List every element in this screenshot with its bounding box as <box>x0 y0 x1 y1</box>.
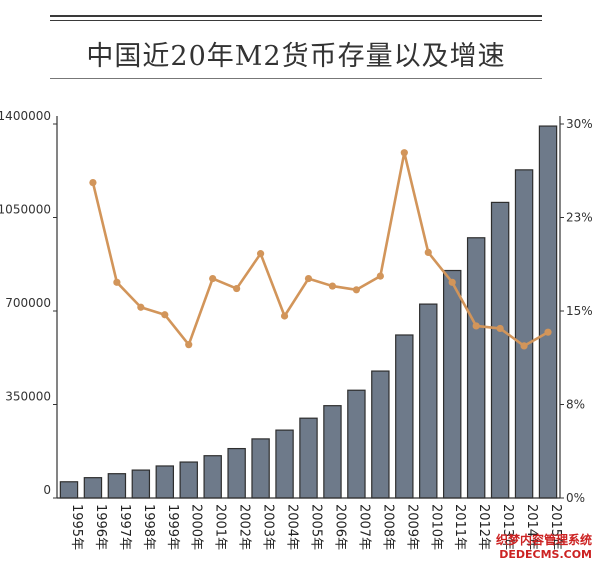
bar-1996年 <box>83 477 103 499</box>
bar-2002年 <box>227 447 246 499</box>
bar-2004年 <box>275 429 294 499</box>
growth-point-2005年 <box>304 274 313 283</box>
left-tick-label: 1400000 <box>0 109 51 123</box>
x-tick-label: 2004年 <box>285 504 300 550</box>
watermark-line1: 织梦内容管理系统 <box>495 533 592 547</box>
bar-2011年 <box>442 269 462 499</box>
bar-2007年 <box>347 389 366 499</box>
bar-2015年 <box>538 125 558 499</box>
x-tick-label: 2005年 <box>309 504 324 550</box>
growth-point-1998年 <box>137 303 145 311</box>
bar-1998年 <box>131 469 151 499</box>
bar-layer <box>59 125 558 499</box>
right-tick-label: 15% <box>566 304 593 318</box>
growth-point-2015年 <box>544 328 552 336</box>
x-tick-label: 1997年 <box>117 504 132 550</box>
growth-point-2010年 <box>424 248 432 257</box>
growth-point-2012年 <box>472 322 480 330</box>
left-tick-label: 700000 <box>5 296 51 310</box>
growth-point-2014年 <box>520 342 528 350</box>
growth-point-2000年 <box>185 341 193 349</box>
x-tick-label: 2012年 <box>476 504 491 550</box>
x-tick-label: 2011年 <box>452 504 467 550</box>
growth-point-2006年 <box>328 282 337 290</box>
right-tick-label: 0% <box>566 491 585 505</box>
growth-point-2001年 <box>209 274 217 283</box>
x-tick-label: 2001年 <box>213 504 228 550</box>
growth-point-2007年 <box>352 286 361 294</box>
x-tick-label: 1999年 <box>165 504 180 550</box>
growth-point-1997年 <box>113 278 121 286</box>
growth-point-2008年 <box>376 272 384 280</box>
watermark: 织梦内容管理系统 DEDECMS.COM <box>496 531 592 561</box>
title-top-rule <box>50 15 542 17</box>
x-tick-label: 2000年 <box>189 504 204 550</box>
bar-2005年 <box>299 417 318 499</box>
bar-1995年 <box>59 481 79 499</box>
growth-point-2003年 <box>256 250 265 258</box>
bar-2006年 <box>323 405 342 499</box>
growth-point-2009年 <box>400 149 408 157</box>
bar-2010年 <box>419 303 438 499</box>
x-tick-label: 2014年 <box>524 504 539 550</box>
bar-2008年 <box>371 370 390 499</box>
left-tick-label: 0 <box>43 483 51 497</box>
x-tick-label: 2007年 <box>356 504 371 550</box>
bar-1997年 <box>107 473 127 499</box>
x-tick-label: 2013年 <box>500 504 515 550</box>
right-tick-label: 8% <box>566 398 585 412</box>
growth-point-2011年 <box>448 278 456 286</box>
bar-2000年 <box>179 461 198 499</box>
chart-title: 中国近20年M2货币存量以及增速 <box>86 41 506 72</box>
growth-line-layer <box>89 149 552 350</box>
right-tick-label: 30% <box>566 117 593 131</box>
growth-point-1999年 <box>161 311 169 319</box>
x-tick-label: 2015年 <box>548 504 563 550</box>
title-top-rule-thin <box>50 20 542 21</box>
bar-2013年 <box>490 201 510 499</box>
growth-point-1996年 <box>89 178 97 187</box>
growth-point-2013年 <box>496 324 504 333</box>
x-tick-label: 1995年 <box>69 504 84 550</box>
growth-rate-line <box>91 151 549 348</box>
x-tick-label: 2010年 <box>428 504 443 550</box>
x-tick-label: 1998年 <box>141 504 156 550</box>
bar-1999年 <box>155 465 175 499</box>
right-tick-label: 23% <box>566 211 593 225</box>
left-tick-label: 350000 <box>5 390 51 404</box>
x-tick-label: 2008年 <box>380 504 395 550</box>
growth-point-2004年 <box>280 312 289 320</box>
growth-point-2002年 <box>233 284 241 293</box>
x-tick-label: 1996年 <box>93 504 108 550</box>
bar-2003年 <box>251 438 270 499</box>
x-tick-label: 2009年 <box>404 504 419 550</box>
watermark-line2: DEDECMS.COM <box>499 548 592 561</box>
bar-2009年 <box>395 334 414 499</box>
bar-2001年 <box>203 455 222 499</box>
x-tick-label: 2002年 <box>237 504 252 550</box>
left-tick-label: 1050000 <box>0 203 51 217</box>
bar-2014年 <box>514 169 534 499</box>
x-tick-label: 2006年 <box>332 504 347 550</box>
axes-layer: 0 350000 700000 1050000 1400000 0% 8% 15% 23% 30%… <box>0 109 593 550</box>
bar-2012年 <box>466 237 486 499</box>
x-tick-label: 2003年 <box>261 504 276 550</box>
title-bottom-rule <box>50 78 542 79</box>
